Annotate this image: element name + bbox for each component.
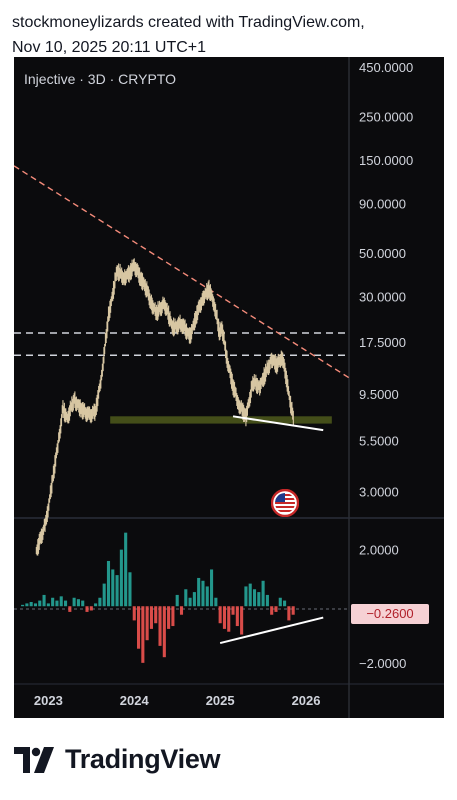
price-axis-tick-label: 30.0000	[359, 289, 406, 304]
oscillator-bar	[72, 597, 76, 607]
us-flag-icon[interactable]	[271, 489, 299, 517]
oscillator-bar	[149, 606, 153, 629]
price-axis-tick-label: 17.5000	[359, 335, 406, 350]
header: stockmoneylizards created with TradingVi…	[12, 10, 452, 60]
oscillator-bar	[222, 606, 226, 629]
oscillator-bar	[162, 606, 166, 658]
oscillator-bar	[59, 596, 63, 607]
oscillator-bar	[265, 594, 269, 607]
oscillator-bar	[63, 600, 68, 607]
oscillator-bar	[210, 569, 214, 607]
oscillator-bar	[235, 606, 239, 627]
price-support-line	[232, 415, 324, 432]
oscillator-bar	[115, 575, 119, 607]
oscillator-bar	[158, 606, 162, 646]
time-axis-tick-label: 2025	[206, 693, 235, 708]
tradingview-logo[interactable]: TradingView	[14, 744, 221, 775]
oscillator-bar	[42, 594, 46, 607]
oscillator-bar	[283, 600, 287, 607]
oscillator-divergence-line	[219, 616, 324, 645]
oscillator-bar	[68, 606, 72, 612]
chart-frame[interactable]: 450.0000 250.0000 150.0000 90.0000 50.0000 30…	[14, 57, 444, 718]
oscillator-bar	[137, 606, 141, 649]
oscillator-bar	[106, 560, 111, 607]
chart-canvas[interactable]: 450.0000 250.0000 150.0000 90.0000 50.0000 30…	[14, 57, 444, 718]
oscillator-bar	[102, 583, 106, 607]
oscillator-bar	[201, 580, 205, 607]
oscillator-bar	[141, 606, 145, 663]
oscillator-bar	[154, 606, 158, 624]
oscillator-bar	[205, 586, 209, 607]
oscillator-bar	[248, 583, 252, 607]
oscillator-bar	[21, 604, 25, 607]
support-zone	[110, 416, 332, 424]
oscillator-bar	[33, 603, 38, 607]
oscillator-bar	[244, 586, 248, 607]
price-axis-tick-label: 50.0000	[359, 246, 406, 261]
oscillator-bar	[98, 597, 102, 607]
price-pane	[14, 165, 350, 556]
oscillator-bar	[257, 592, 261, 607]
oscillator-bar	[81, 600, 85, 607]
oscillator-current-value-badge: −0.2600	[351, 603, 429, 624]
oscillator-bar	[252, 589, 257, 607]
oscillator-bar	[175, 594, 179, 607]
time-axis-tick-label: 2026	[292, 693, 321, 708]
oscillator-bar	[270, 606, 274, 615]
oscillator-bar	[76, 599, 80, 607]
oscillator-bar	[89, 606, 93, 611]
oscillator-pane	[21, 532, 324, 663]
oscillator-bar	[85, 606, 89, 612]
time-axis-tick-label: 2023	[34, 693, 63, 708]
price-axis-tick-label: 250.0000	[359, 110, 413, 125]
axes: 450.0000 250.0000 150.0000 90.0000 50.0000 30…	[34, 60, 413, 708]
oscillator-bar	[192, 592, 196, 607]
oscillator-bar	[171, 606, 175, 627]
oscillator-bar	[38, 600, 42, 607]
oscillator-bar	[29, 602, 33, 607]
oscillator-bar	[179, 606, 184, 615]
oscillator-bar	[278, 597, 282, 607]
price-axis-tick-label: 9.5000	[359, 387, 399, 402]
price-axis-tick-label: 450.0000	[359, 60, 413, 75]
oscillator-bar	[274, 606, 278, 612]
oscillator-bar	[51, 597, 55, 607]
oscillator-bar	[119, 549, 123, 607]
oscillator-bar	[240, 606, 244, 635]
oscillator-bar	[197, 577, 201, 607]
time-axis-tick-label: 2024	[120, 693, 150, 708]
oscillator-bar	[128, 572, 132, 607]
header-creator-line: stockmoneylizards created with TradingVi…	[12, 14, 365, 31]
oscillator-axis-tick-label: −2.0000	[359, 656, 406, 671]
oscillator-bar	[261, 580, 265, 607]
tradingview-logo-icon	[14, 746, 54, 773]
oscillator-bar	[188, 597, 192, 607]
oscillator-bar	[227, 606, 231, 632]
price-axis-tick-label: 90.0000	[359, 196, 406, 211]
oscillator-bar	[184, 589, 188, 607]
oscillator-bar	[111, 569, 115, 607]
descending-trendline	[14, 165, 350, 379]
oscillator-bar	[145, 606, 149, 641]
oscillator-bar	[214, 597, 218, 607]
oscillator-bar	[231, 606, 235, 615]
header-date-line: Nov 10, 2025 20:11 UTC+1	[12, 39, 207, 56]
price-axis-tick-label: 3.0000	[359, 485, 399, 500]
oscillator-bar	[167, 606, 171, 629]
oscillator-bar	[46, 603, 50, 607]
oscillator-bar	[132, 606, 136, 621]
oscillator-bar	[291, 606, 295, 615]
chart-title: Injective · 3D · CRYPTO	[24, 71, 176, 87]
brand-name: TradingView	[65, 744, 221, 774]
oscillator-bar	[218, 606, 222, 624]
oscillator-bar	[25, 603, 29, 607]
price-axis-tick-label: 150.0000	[359, 153, 413, 168]
oscillator-bar	[94, 603, 98, 607]
price-axis-tick-label: 5.5000	[359, 433, 399, 448]
oscillator-axis-tick-label: 2.0000	[359, 543, 399, 558]
oscillator-bar	[287, 606, 291, 621]
oscillator-bar	[124, 532, 128, 607]
oscillator-bar	[55, 600, 59, 607]
